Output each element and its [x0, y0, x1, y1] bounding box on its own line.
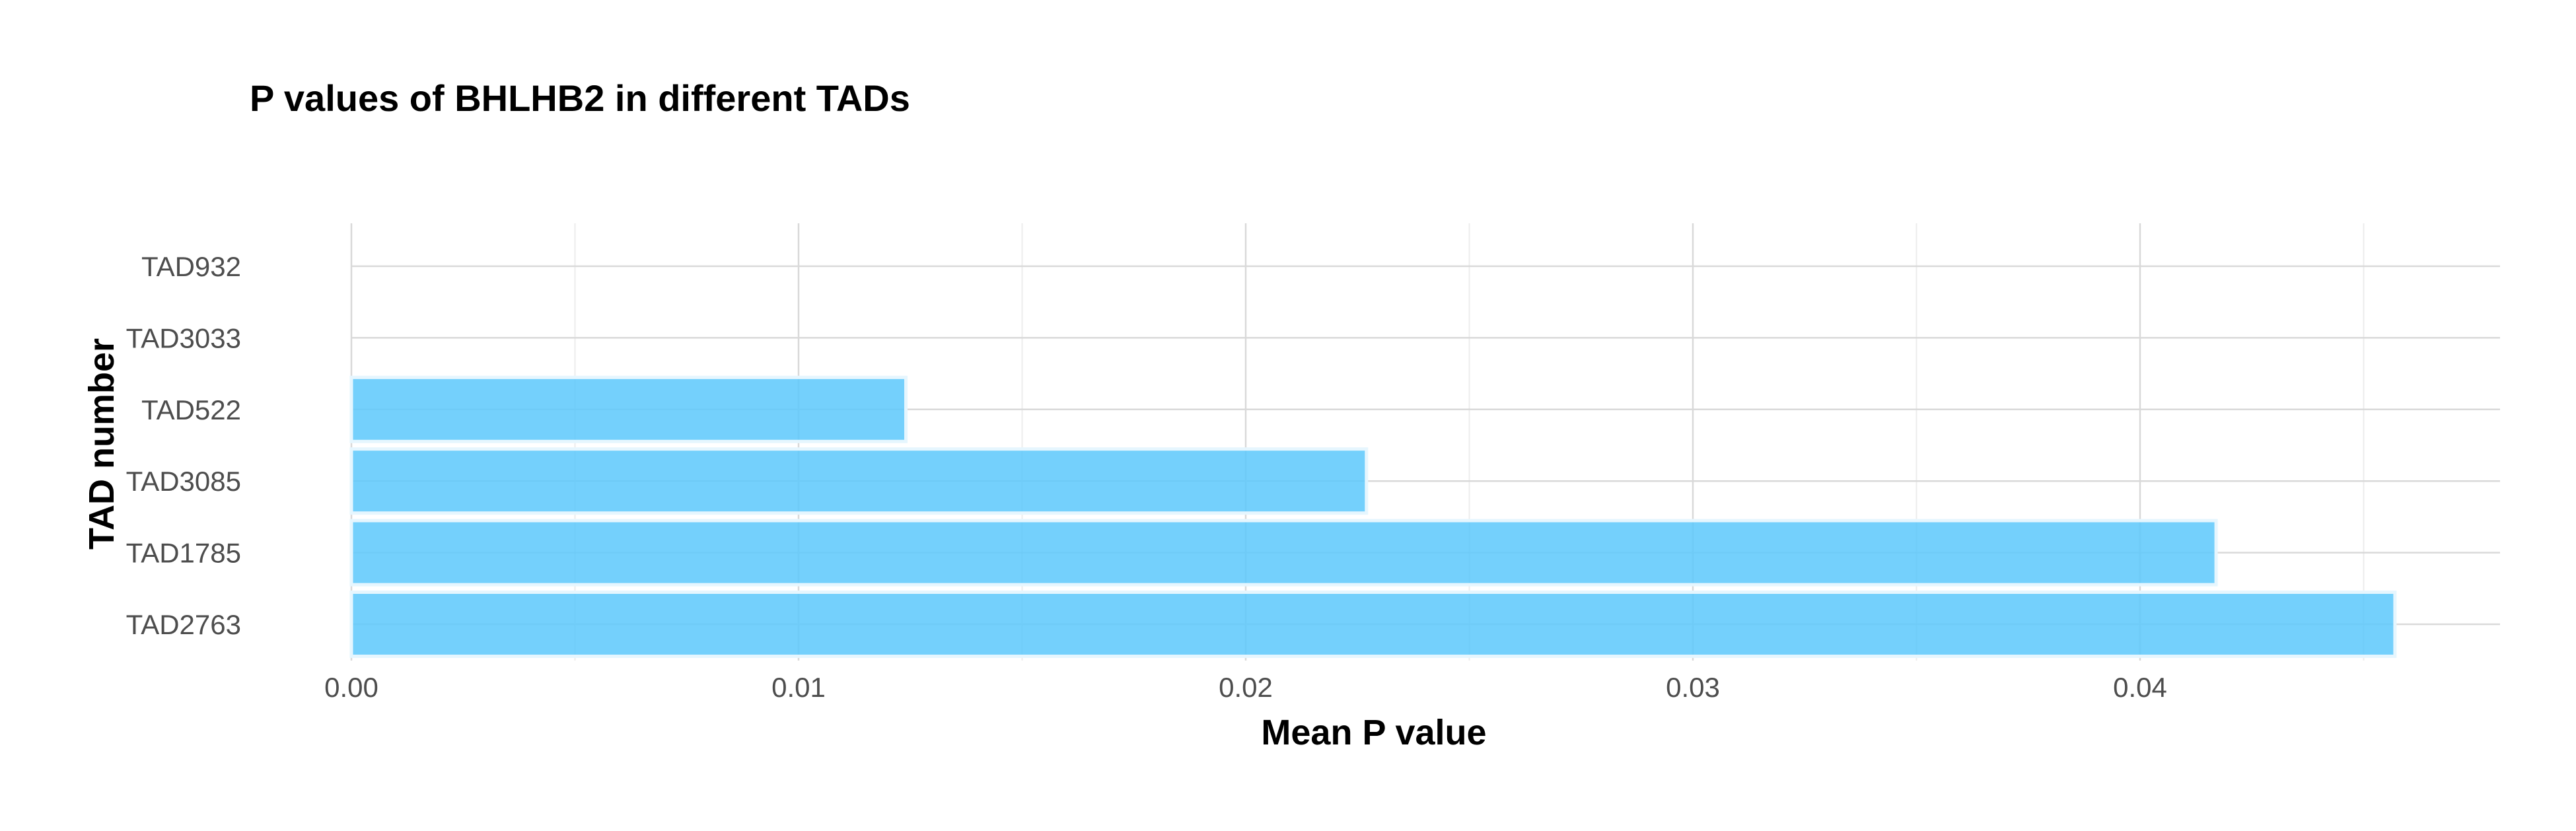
y-tick-label: TAD3085	[126, 466, 241, 497]
x-tick-label: 0.02	[1219, 672, 1273, 703]
x-tick-label: 0.00	[324, 672, 378, 703]
x-tick-label: 0.03	[1666, 672, 1720, 703]
x-axis-title: Mean P value	[1261, 713, 1486, 752]
y-tick-labels: TAD932 TAD3033 TAD522 TAD3085 TAD1785 TAD2763	[126, 251, 241, 640]
x-tick-labels: 0.00 0.01 0.02 0.03 0.04	[324, 672, 2167, 703]
bar-tad522	[349, 375, 908, 443]
y-tick-label: TAD2763	[126, 609, 241, 640]
x-tick-label: 0.01	[771, 672, 826, 703]
y-tick-label: TAD3033	[126, 322, 241, 353]
bar-tad2763	[349, 591, 2397, 658]
chart-title: P values of BHLHB2 in different TADs	[250, 77, 910, 119]
y-tick-label: TAD932	[141, 251, 241, 282]
bars	[349, 375, 2397, 658]
bar-tad1785	[349, 519, 2218, 587]
y-tick-label: TAD522	[141, 394, 241, 425]
y-axis-title: TAD number	[82, 338, 122, 550]
y-tick-label: TAD1785	[126, 538, 241, 569]
bar-tad3085	[349, 447, 1369, 515]
x-tick-label: 0.04	[2113, 672, 2167, 703]
